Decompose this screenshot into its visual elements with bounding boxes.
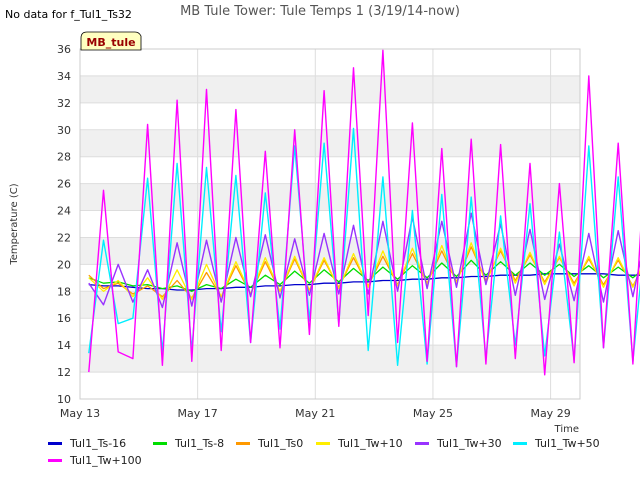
legend-label: Tul1_Tw+50 (535, 437, 600, 450)
y-tick-label: 20 (57, 258, 71, 271)
x-tick-label: May 21 (295, 407, 335, 420)
y-tick-label: 22 (57, 231, 71, 244)
chart-area: 10 12 14 16 18 20 22 24 26 28 30 32 34 36 May 13 May 1… (0, 0, 640, 480)
y-tick-label: 18 (57, 285, 71, 298)
x-tick-label: May 29 (530, 407, 570, 420)
y-tick-label: 24 (57, 205, 71, 218)
legend-item: Tul1_Ts-8 (153, 437, 224, 450)
legend-swatch (153, 442, 167, 445)
legend-label: Tul1_Tw+100 (70, 454, 142, 467)
legend-label: Tul1_Ts-8 (175, 437, 224, 450)
legend-swatch (513, 442, 527, 445)
legend-swatch (316, 442, 330, 445)
x-tick-label: May 17 (178, 407, 218, 420)
y-tick-label: 14 (57, 339, 71, 352)
legend-swatch (48, 459, 62, 462)
y-tick-label: 16 (57, 312, 71, 325)
legend-label: Tul1_Ts-16 (70, 437, 126, 450)
x-tick-label: May 25 (413, 407, 453, 420)
y-tick-label: 36 (57, 43, 71, 56)
legend-label: Tul1_Tw+30 (437, 437, 502, 450)
x-axis-label: Time (554, 424, 579, 435)
x-tick-label: May 13 (60, 407, 100, 420)
grid-band (80, 130, 580, 157)
y-tick-label: 32 (57, 97, 71, 110)
legend-swatch (236, 442, 250, 445)
y-tick-label: 34 (57, 70, 71, 83)
legend-item: Tul1_Tw+50 (513, 437, 600, 450)
legend-item: Tul1_Tw+100 (48, 454, 142, 467)
site-badge-label: MB_tule (86, 36, 135, 49)
grid-band (80, 76, 580, 103)
y-tick-label: 30 (57, 124, 71, 137)
y-axis-label: Temperature (C) (9, 183, 20, 265)
y-tick-label: 10 (57, 393, 71, 406)
grid-band (80, 345, 580, 372)
legend-swatch (415, 442, 429, 445)
legend-item: Tul1_Tw+30 (415, 437, 502, 450)
legend-item: Tul1_Ts0 (236, 437, 303, 450)
grid-band (80, 291, 580, 318)
legend-swatch (48, 442, 62, 445)
y-tick-label: 28 (57, 151, 71, 164)
y-tick-label: 12 (57, 366, 71, 379)
site-badge: MB_tule (81, 32, 141, 50)
legend-label: Tul1_Tw+10 (338, 437, 403, 450)
legend-item: Tul1_Tw+10 (316, 437, 403, 450)
legend-label: Tul1_Ts0 (258, 437, 303, 450)
legend-item: Tul1_Ts-16 (48, 437, 126, 450)
y-tick-label: 26 (57, 178, 71, 191)
